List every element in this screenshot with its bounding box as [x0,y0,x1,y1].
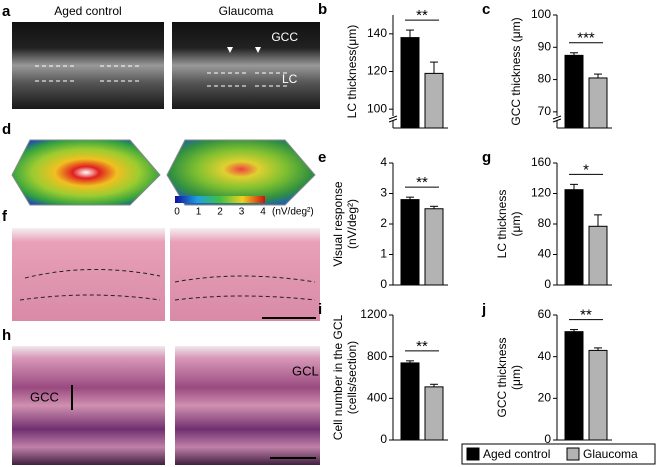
significance-label: *** [577,30,595,47]
arrowhead [227,47,233,53]
significance-label: ** [580,307,592,324]
dashed-outline [19,269,316,301]
y-tick-label: 100 [531,7,551,21]
image-label: GCC [30,389,59,404]
y-tick-label: 0 [544,277,551,291]
y-tick-label: 60 [538,307,552,321]
colorbar-tick: 3 [239,207,245,218]
panel-label: e [318,149,326,166]
y-axis-label: (nV/deg²) [345,199,359,249]
heatmap [166,139,316,206]
bar [400,362,420,441]
legend [461,443,656,465]
panel-label: i [318,301,322,318]
retina-image [12,346,165,465]
y-axis-label: (μm) [509,212,523,237]
panel-label: d [2,121,11,138]
legend-label: Glaucoma [583,447,638,461]
panel-label: f [2,208,8,225]
y-tick-label: 160 [531,155,551,169]
bar [424,386,444,441]
oct-image [12,22,164,109]
heatmap [11,139,161,206]
bar [424,72,444,129]
arrowhead [255,47,261,53]
y-axis-label: (cells/section) [345,341,359,414]
y-tick-label: 0 [380,277,387,291]
axis-break [388,115,398,123]
panel-label: b [318,1,327,18]
y-tick-label: 70 [538,104,552,118]
y-tick-label: 40 [538,349,552,363]
panel-label: h [2,327,11,344]
significance-label: * [583,161,589,178]
y-tick-label: 90 [538,39,552,53]
bar [400,37,420,129]
image-label: LC [282,72,298,86]
panel-label: a [2,3,11,20]
y-tick-label: 140 [367,26,387,40]
y-axis-label: Cell number in the GCL [331,314,345,440]
y-tick-label: 4 [380,155,387,169]
panel-label: c [482,1,490,18]
y-tick-label: 1200 [360,307,387,321]
significance-label: ** [416,174,428,191]
colorbar [175,196,265,203]
y-tick-label: 120 [531,186,551,200]
y-tick-label: 120 [367,64,387,78]
histology-image [12,228,165,321]
panel-label: g [482,149,491,166]
legend-swatch [566,447,580,461]
y-tick-label: 800 [367,349,387,363]
image-label: Glaucoma [219,4,274,18]
y-axis-label: Visual response [331,181,345,266]
legend-label: Aged control [483,447,550,461]
y-tick-label: 0 [544,432,551,446]
image-label: GCC [271,30,298,44]
y-tick-label: 1 [380,247,387,261]
retina-image [175,346,320,465]
bar [588,349,608,441]
legend-swatch [466,447,480,461]
panel-label: j [481,301,486,318]
y-tick-label: 20 [538,391,552,405]
colorbar-tick: 4 [260,207,266,218]
oct-image [172,22,320,109]
y-tick-label: 3 [380,186,387,200]
axis-break [552,115,562,123]
bar [588,77,608,129]
colorbar-unit: (nV/deg²) [272,207,314,218]
significance-label: ** [416,7,428,24]
bar [564,189,584,286]
histology-image [170,228,320,321]
y-tick-label: 0 [380,432,387,446]
y-tick-label: 40 [538,247,552,261]
colorbar-tick: 0 [174,207,180,218]
bar [588,225,608,286]
y-axis-label: GCC thickness (μm) [509,17,523,125]
bar [564,54,584,129]
y-axis-label: GCC thickness [495,337,509,417]
image-label: GCL [292,363,319,378]
bar [564,331,584,441]
bar [424,208,444,286]
image-label: Aged control [54,4,121,18]
y-axis-label: (μm) [509,365,523,390]
bar [400,199,420,286]
significance-label: ** [416,338,428,355]
y-tick-label: 2 [380,216,387,230]
y-tick-label: 80 [538,72,552,86]
y-tick-label: 400 [367,391,387,405]
y-tick-label: 100 [367,101,387,115]
colorbar-tick: 2 [217,207,223,218]
y-tick-label: 80 [538,216,552,230]
y-axis-label: LC thickness(μm) [345,25,359,119]
y-axis-label: LC thickness [495,190,509,259]
colorbar-tick: 1 [196,207,202,218]
